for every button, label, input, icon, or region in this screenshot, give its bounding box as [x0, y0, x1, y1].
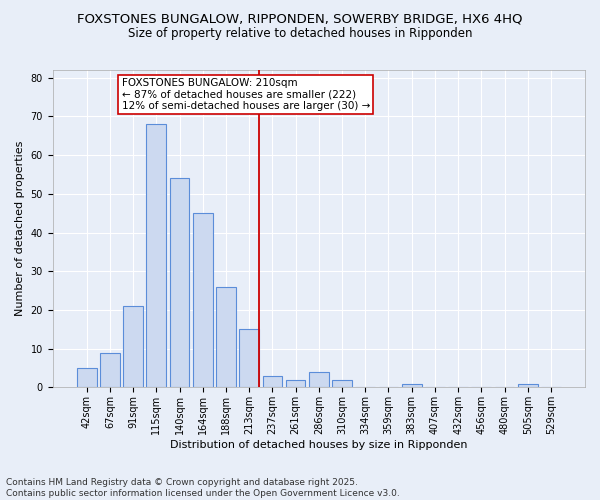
- Bar: [239, 330, 259, 388]
- Bar: [216, 287, 236, 388]
- Bar: [286, 380, 305, 388]
- Bar: [193, 213, 212, 388]
- Bar: [309, 372, 329, 388]
- Text: Contains HM Land Registry data © Crown copyright and database right 2025.
Contai: Contains HM Land Registry data © Crown c…: [6, 478, 400, 498]
- Text: Size of property relative to detached houses in Ripponden: Size of property relative to detached ho…: [128, 28, 472, 40]
- Bar: [146, 124, 166, 388]
- Bar: [100, 352, 120, 388]
- X-axis label: Distribution of detached houses by size in Ripponden: Distribution of detached houses by size …: [170, 440, 467, 450]
- Bar: [263, 376, 282, 388]
- Bar: [518, 384, 538, 388]
- Bar: [402, 384, 422, 388]
- Text: FOXSTONES BUNGALOW, RIPPONDEN, SOWERBY BRIDGE, HX6 4HQ: FOXSTONES BUNGALOW, RIPPONDEN, SOWERBY B…: [77, 12, 523, 26]
- Text: FOXSTONES BUNGALOW: 210sqm
← 87% of detached houses are smaller (222)
12% of sem: FOXSTONES BUNGALOW: 210sqm ← 87% of deta…: [122, 78, 370, 111]
- Y-axis label: Number of detached properties: Number of detached properties: [15, 141, 25, 316]
- Bar: [123, 306, 143, 388]
- Bar: [170, 178, 190, 388]
- Bar: [77, 368, 97, 388]
- Bar: [332, 380, 352, 388]
